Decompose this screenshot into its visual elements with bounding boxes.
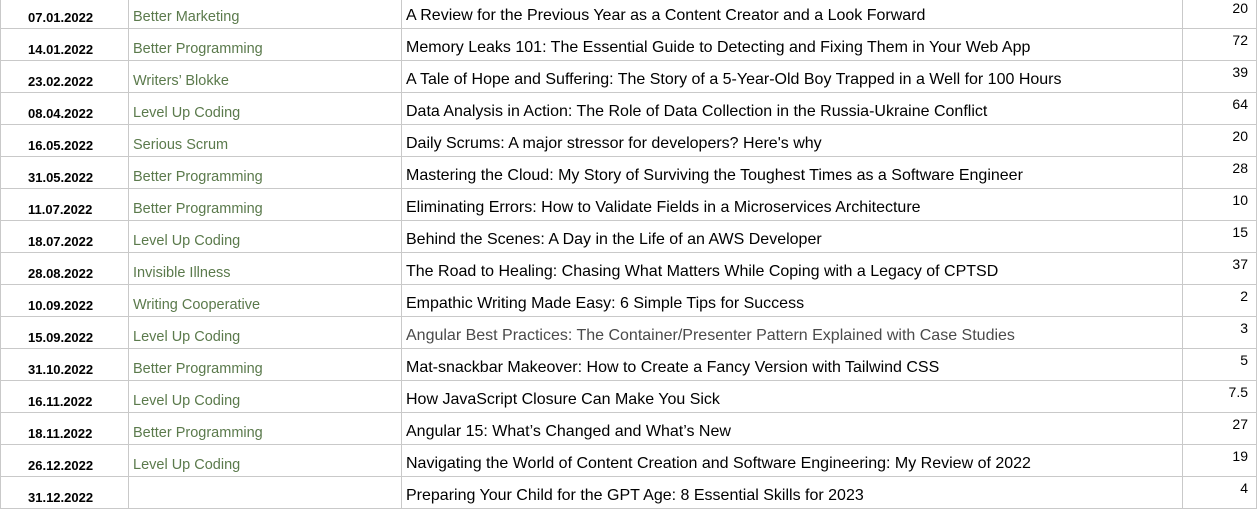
title-cell: Memory Leaks 101: The Essential Guide to… xyxy=(401,28,1183,61)
publication-cell: Invisible Illness xyxy=(128,252,402,285)
date-cell: 31.12.2022 xyxy=(0,476,129,509)
table-row: 15.09.2022 Level Up Coding Angular Best … xyxy=(0,316,1257,349)
value-cell: 20 xyxy=(1182,124,1257,157)
value-cell: 4 xyxy=(1182,476,1257,509)
table-row: 08.04.2022 Level Up Coding Data Analysis… xyxy=(0,92,1257,125)
value-cell: 15 xyxy=(1182,220,1257,253)
title-cell: Behind the Scenes: A Day in the Life of … xyxy=(401,220,1183,253)
publication-cell: Serious Scrum xyxy=(128,124,402,157)
publication-cell: Better Programming xyxy=(128,156,402,189)
value-cell: 39 xyxy=(1182,60,1257,93)
value-cell: 3 xyxy=(1182,316,1257,349)
publication-cell: Level Up Coding xyxy=(128,220,402,253)
table-row: 07.01.2022 Better Marketing A Review for… xyxy=(0,0,1257,29)
publication-cell: Better Programming xyxy=(128,348,402,381)
title-cell: Mat-snackbar Makeover: How to Create a F… xyxy=(401,348,1183,381)
table-row: 16.11.2022 Level Up Coding How JavaScrip… xyxy=(0,380,1257,413)
publication-cell: Better Programming xyxy=(128,28,402,61)
title-cell: A Tale of Hope and Suffering: The Story … xyxy=(401,60,1183,93)
publication-cell: Better Programming xyxy=(128,412,402,445)
title-cell: Angular Best Practices: The Container/Pr… xyxy=(401,316,1183,349)
publication-cell xyxy=(128,476,402,509)
date-cell: 28.08.2022 xyxy=(0,252,129,285)
table-row: 31.05.2022 Better Programming Mastering … xyxy=(0,156,1257,189)
publication-cell: Level Up Coding xyxy=(128,380,402,413)
value-cell: 10 xyxy=(1182,188,1257,221)
date-cell: 07.01.2022 xyxy=(0,0,129,29)
date-cell: 31.10.2022 xyxy=(0,348,129,381)
value-cell: 27 xyxy=(1182,412,1257,445)
value-cell: 5 xyxy=(1182,348,1257,381)
table-row: 31.12.2022 Preparing Your Child for the … xyxy=(0,476,1257,509)
publication-cell: Level Up Coding xyxy=(128,444,402,477)
date-cell: 26.12.2022 xyxy=(0,444,129,477)
publication-cell: Writing Cooperative xyxy=(128,284,402,317)
date-cell: 16.11.2022 xyxy=(0,380,129,413)
publication-cell: Level Up Coding xyxy=(128,316,402,349)
table-row: 26.12.2022 Level Up Coding Navigating th… xyxy=(0,444,1257,477)
value-cell: 72 xyxy=(1182,28,1257,61)
title-cell: Daily Scrums: A major stressor for devel… xyxy=(401,124,1183,157)
title-cell: Navigating the World of Content Creation… xyxy=(401,444,1183,477)
table-row: 18.11.2022 Better Programming Angular 15… xyxy=(0,412,1257,445)
value-cell: 37 xyxy=(1182,252,1257,285)
publication-cell: Level Up Coding xyxy=(128,92,402,125)
table-row: 14.01.2022 Better Programming Memory Lea… xyxy=(0,28,1257,61)
date-cell: 23.02.2022 xyxy=(0,60,129,93)
title-cell: Data Analysis in Action: The Role of Dat… xyxy=(401,92,1183,125)
title-cell: How JavaScript Closure Can Make You Sick xyxy=(401,380,1183,413)
table-row: 10.09.2022 Writing Cooperative Empathic … xyxy=(0,284,1257,317)
date-cell: 10.09.2022 xyxy=(0,284,129,317)
value-cell: 20 xyxy=(1182,0,1257,29)
date-cell: 31.05.2022 xyxy=(0,156,129,189)
value-cell: 64 xyxy=(1182,92,1257,125)
value-cell: 28 xyxy=(1182,156,1257,189)
date-cell: 14.01.2022 xyxy=(0,28,129,61)
title-cell: Eliminating Errors: How to Validate Fiel… xyxy=(401,188,1183,221)
date-cell: 15.09.2022 xyxy=(0,316,129,349)
publication-cell: Better Marketing xyxy=(128,0,402,29)
date-cell: 11.07.2022 xyxy=(0,188,129,221)
table-row: 16.05.2022 Serious Scrum Daily Scrums: A… xyxy=(0,124,1257,157)
title-cell: The Road to Healing: Chasing What Matter… xyxy=(401,252,1183,285)
publication-cell: Better Programming xyxy=(128,188,402,221)
table-row: 31.10.2022 Better Programming Mat-snackb… xyxy=(0,348,1257,381)
table-row: 11.07.2022 Better Programming Eliminatin… xyxy=(0,188,1257,221)
table-row: 23.02.2022 Writers’ Blokke A Tale of Hop… xyxy=(0,60,1257,93)
date-cell: 16.05.2022 xyxy=(0,124,129,157)
table-row: 28.08.2022 Invisible Illness The Road to… xyxy=(0,252,1257,285)
title-cell: Preparing Your Child for the GPT Age: 8 … xyxy=(401,476,1183,509)
value-cell: 2 xyxy=(1182,284,1257,317)
date-cell: 08.04.2022 xyxy=(0,92,129,125)
date-cell: 18.11.2022 xyxy=(0,412,129,445)
value-cell: 7.5 xyxy=(1182,380,1257,413)
publication-cell: Writers’ Blokke xyxy=(128,60,402,93)
title-cell: Empathic Writing Made Easy: 6 Simple Tip… xyxy=(401,284,1183,317)
title-cell: A Review for the Previous Year as a Cont… xyxy=(401,0,1183,29)
title-cell: Angular 15: What’s Changed and What’s Ne… xyxy=(401,412,1183,445)
title-cell: Mastering the Cloud: My Story of Survivi… xyxy=(401,156,1183,189)
value-cell: 19 xyxy=(1182,444,1257,477)
date-cell: 18.07.2022 xyxy=(0,220,129,253)
table-row: 18.07.2022 Level Up Coding Behind the Sc… xyxy=(0,220,1257,253)
